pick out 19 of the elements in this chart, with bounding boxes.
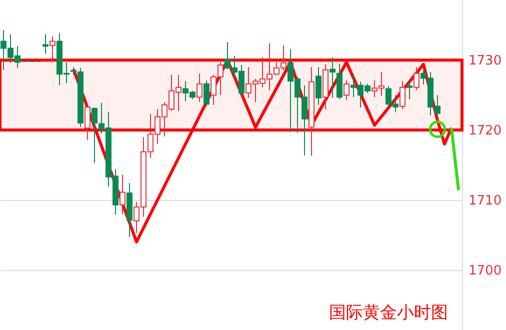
candlestick <box>120 174 126 214</box>
candlestick <box>42 34 48 54</box>
candlestick <box>50 36 56 63</box>
annotation: 国际黄金小时图 <box>329 303 448 323</box>
candlestick <box>344 80 350 100</box>
y-tick-label: 1730 <box>468 54 502 69</box>
candlestick <box>196 72 202 103</box>
candlestick <box>336 63 342 100</box>
y-tick-label: 1710 <box>468 193 502 208</box>
candlestick <box>406 80 412 100</box>
candlestick <box>330 56 336 98</box>
candlestick <box>316 66 322 106</box>
y-tick-label: 1700 <box>468 263 502 278</box>
candlestick <box>92 107 98 164</box>
candlestick <box>204 80 210 107</box>
candlestick <box>400 80 406 110</box>
candlestick <box>414 66 420 91</box>
candlestick <box>84 106 90 140</box>
y-tick-label: 1720 <box>468 124 502 139</box>
